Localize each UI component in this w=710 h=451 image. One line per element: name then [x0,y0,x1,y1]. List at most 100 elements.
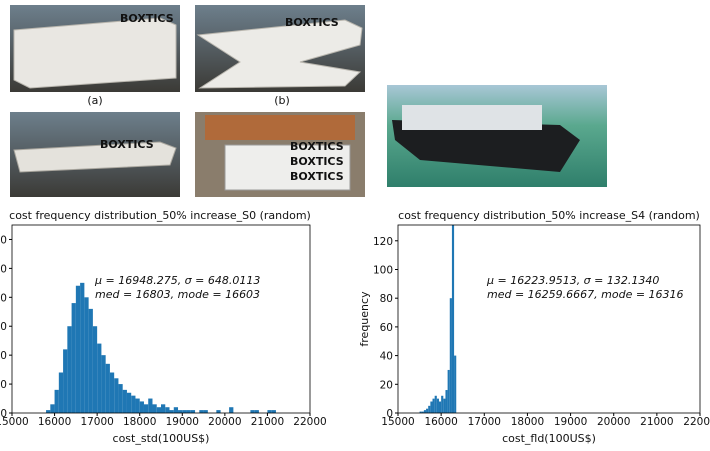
bar [63,349,67,413]
bar [135,399,139,413]
bar [93,326,97,413]
x-tick-label: 16000 [38,416,71,428]
bar [80,283,84,413]
x-axis-label: cost_std(100US$) [113,432,210,445]
bar [216,410,220,413]
bar [144,404,148,413]
bar [450,298,452,413]
bars [420,219,457,413]
x-tick-label: 19000 [554,416,587,428]
y-tick-label: 80 [380,293,393,305]
bar [152,404,156,413]
plot-frame [398,225,700,413]
photo-c: BOXTICS [10,112,180,197]
x-tick-label: 18000 [511,416,544,428]
bar [441,396,443,413]
bar [123,390,127,413]
container-text: BOXTICS [285,16,339,29]
bar [182,410,186,413]
bar [148,399,152,413]
bar [272,410,276,413]
bar [46,410,50,413]
bar [72,303,76,413]
y-tick-label: 60 [0,234,7,246]
y-tick-label: 0 [386,408,393,420]
y-tick-label: 120 [373,236,393,248]
bar [187,410,191,413]
bar [76,286,80,413]
y-tick-label: 30 [0,321,7,333]
bar [199,410,203,413]
bar [101,355,105,413]
bar [157,407,161,413]
bar [437,399,439,413]
bar [165,407,169,413]
bar [127,393,131,413]
page: BOXTICS (a) BOXTICS (b) BOXTICS BOXTICS … [0,0,710,447]
bar [174,407,178,413]
x-tick-label: 17000 [80,416,113,428]
x-tick-label: 20000 [597,416,630,428]
bar [204,410,208,413]
bar [452,219,454,413]
photo-ship [387,85,607,187]
annotation: med = 16259.6667, mode = 16316 [487,288,684,301]
y-tick-label: 100 [373,264,393,276]
bar [445,390,447,413]
bar [430,402,432,413]
bar [59,373,63,413]
bar [97,344,101,413]
y-tick-label: 0 [0,408,7,420]
photo-a: BOXTICS [10,5,180,92]
y-tick-label: 20 [0,350,7,362]
y-tick-label: 40 [380,351,393,363]
bar [50,404,54,413]
container-text: BOXTICS [290,155,344,168]
x-axis-label: cost_fld(100US$) [502,432,596,445]
x-tick-label: 21000 [251,416,284,428]
caption: (a) [87,94,102,107]
x-tick-label: 19000 [166,416,199,428]
bar [84,297,88,413]
bar [178,410,182,413]
bar [110,373,114,413]
bar [67,326,71,413]
bar [161,404,165,413]
bar [267,410,271,413]
bar [255,410,259,413]
x-tick-label: 20000 [208,416,241,428]
photo-b: BOXTICS [195,5,365,92]
container-text: BOXTICS [290,170,344,183]
chart-title: cost frequency distribution_50% increase… [398,209,700,222]
caption: (b) [274,94,290,107]
bar [426,409,428,413]
x-tick-label: 18000 [123,416,156,428]
bar [191,410,195,413]
bar [170,410,174,413]
photo-d: BOXTICS BOXTICS BOXTICS [195,112,365,197]
x-tick-label: 21000 [640,416,673,428]
y-tick-label: 60 [380,322,393,334]
bar [448,370,450,413]
annotation: μ = 16948.275, σ = 648.0113 [94,274,260,287]
x-tick-label: 22000 [683,416,710,428]
bar [118,384,122,413]
bar [424,410,426,413]
y-tick-label: 50 [0,263,7,275]
bar [433,399,435,413]
container-text: BOXTICS [100,138,154,151]
bar [250,410,254,413]
y-axis-label: frequency [358,291,371,347]
container-text: BOXTICS [290,140,344,153]
bar [131,396,135,413]
bar [439,402,441,413]
container-text: BOXTICS [120,12,174,25]
bar [443,399,445,413]
x-tick-label: 16000 [424,416,457,428]
bar [55,390,59,413]
bar [106,364,110,413]
y-tick-label: 10 [0,379,7,391]
bar [229,407,233,413]
bars [46,283,276,413]
plot-frame [12,225,310,413]
